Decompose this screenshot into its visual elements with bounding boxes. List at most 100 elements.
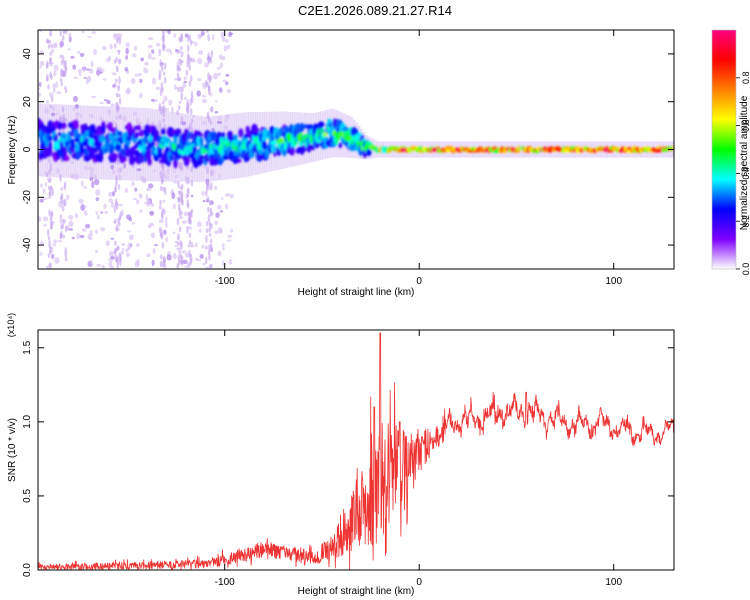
spectrogram-speckle <box>217 72 222 76</box>
spectrogram-speckle <box>81 228 87 232</box>
spectrogram-streak <box>209 238 213 244</box>
spectrogram-streak <box>114 218 117 225</box>
spectrogram-speckle <box>197 33 202 40</box>
spectrogram-speckle <box>164 107 170 111</box>
spectrogram-speckle <box>72 107 76 112</box>
spectrogram-halo <box>122 107 125 181</box>
spectrogram-speckle <box>154 99 158 103</box>
spectrogram-cell <box>221 132 226 138</box>
colorbar-tick-label: 0.4 <box>741 167 750 180</box>
spectrogram-speckle <box>225 73 230 77</box>
spectrogram-streak <box>160 254 163 260</box>
spectrogram-streak <box>177 105 181 111</box>
spectrogram-speckle <box>224 203 229 210</box>
spectrogram-streak <box>178 100 182 104</box>
spectrogram-speckle <box>107 109 111 116</box>
spectrogram-streak <box>49 105 52 109</box>
spectrogram-speckle <box>167 30 171 35</box>
spectrogram-speckle <box>225 113 230 120</box>
spectrogram-speckle <box>181 121 187 126</box>
spectrogram-speckle <box>110 256 115 260</box>
spectrogram-speckle <box>211 127 215 132</box>
spectrogram-speckle <box>42 197 48 201</box>
spectrogram-speckle <box>139 78 143 84</box>
spectrogram-streak <box>47 236 51 240</box>
spectrogram-streak <box>49 216 53 225</box>
spectrogram-speckle <box>39 50 44 54</box>
spectrogram-speckle <box>38 87 41 91</box>
spectrogram-cell <box>130 146 136 156</box>
spectrogram-streak <box>177 233 180 239</box>
spectrogram-streak <box>188 240 192 245</box>
spectrogram-speckle <box>95 210 99 216</box>
spectrogram-speckle <box>108 191 114 197</box>
figure-title: C2E1.2026.089.21.27.R14 <box>298 3 452 18</box>
spectrogram-streak <box>187 244 191 248</box>
spectrogram-streak <box>61 205 65 212</box>
spectrogram-cell <box>113 152 118 161</box>
spectrogram-streak <box>59 30 63 37</box>
spectrogram-streak <box>115 247 119 252</box>
spectrogram-streak <box>162 111 166 118</box>
spectrogram-speckle <box>140 57 145 62</box>
spectrogram-speckle <box>150 232 156 239</box>
spectrogram-speckle <box>108 198 113 203</box>
spectrogram-streak <box>180 33 184 43</box>
spectrogram-speckle <box>104 210 108 214</box>
spectrogram-speckle <box>39 198 44 203</box>
spectrogram-streak <box>118 76 121 85</box>
y-tick-label: 0 <box>22 146 33 152</box>
spectrogram-speckle <box>78 198 84 204</box>
spectrogram-speckle <box>132 53 137 58</box>
spectrogram-streak <box>59 54 63 59</box>
snr-ylabel: SNR (10 * v/v) <box>7 418 18 482</box>
spectrogram-speckle <box>125 54 128 61</box>
spectrogram-streak <box>177 180 180 189</box>
spectrogram-speckle <box>52 88 56 93</box>
spectrogram-speckle <box>158 54 161 57</box>
spectrogram-streak <box>177 64 181 70</box>
spectrogram-speckle <box>70 55 75 59</box>
y-tick-label: 1.0 <box>22 414 33 428</box>
spectrogram-streak <box>206 182 209 191</box>
spectrogram-speckle <box>217 204 222 210</box>
spectrogram-speckle <box>202 262 206 266</box>
spectrogram-streak <box>180 183 184 191</box>
spectrogram-speckle <box>68 214 74 220</box>
spectrogram-speckle <box>52 243 56 247</box>
spectrogram-streak <box>116 159 120 166</box>
spectrogram-speckle <box>169 51 173 55</box>
spectrogram-speckle <box>101 264 105 269</box>
spectrogram-speckle <box>59 217 63 225</box>
spectrogram-cell <box>257 154 263 160</box>
spectrogram-streak <box>162 172 165 179</box>
spectrogram-speckle <box>110 201 114 208</box>
spectrogram-streak <box>190 208 194 214</box>
spectrogram-cell <box>136 124 141 131</box>
spectrogram-streak <box>163 62 167 70</box>
spectrogram-streak <box>163 257 167 263</box>
spectrogram-speckle <box>81 30 85 34</box>
spectrogram-speckle <box>221 55 226 61</box>
spectrogram-speckle <box>91 31 96 35</box>
spectrogram-streak <box>60 187 63 191</box>
spectrogram-streak <box>208 200 212 206</box>
spectrogram-speckle <box>38 216 42 222</box>
spectrogram-speckle <box>194 41 198 47</box>
spectrogram-speckle <box>83 76 87 79</box>
spectrogram-streak <box>118 252 121 259</box>
spectrogram-streak <box>206 30 209 34</box>
spectrogram-speckle <box>83 210 88 216</box>
spectrogram-streak <box>59 214 63 219</box>
x-tick-label: -100 <box>215 276 235 287</box>
spectrogram-cell <box>252 131 260 137</box>
spectrogram-streak <box>205 220 209 227</box>
spectrogram-speckle <box>194 242 198 248</box>
spectrogram-halo <box>103 106 107 180</box>
spectrogram-speckle <box>147 224 152 229</box>
spectrogram-speckle <box>226 88 232 94</box>
spectrogram-streak <box>186 199 190 207</box>
spectrogram-streak <box>189 97 193 106</box>
spectrogram-speckle <box>173 84 177 90</box>
spectrogram-streak <box>48 178 51 184</box>
